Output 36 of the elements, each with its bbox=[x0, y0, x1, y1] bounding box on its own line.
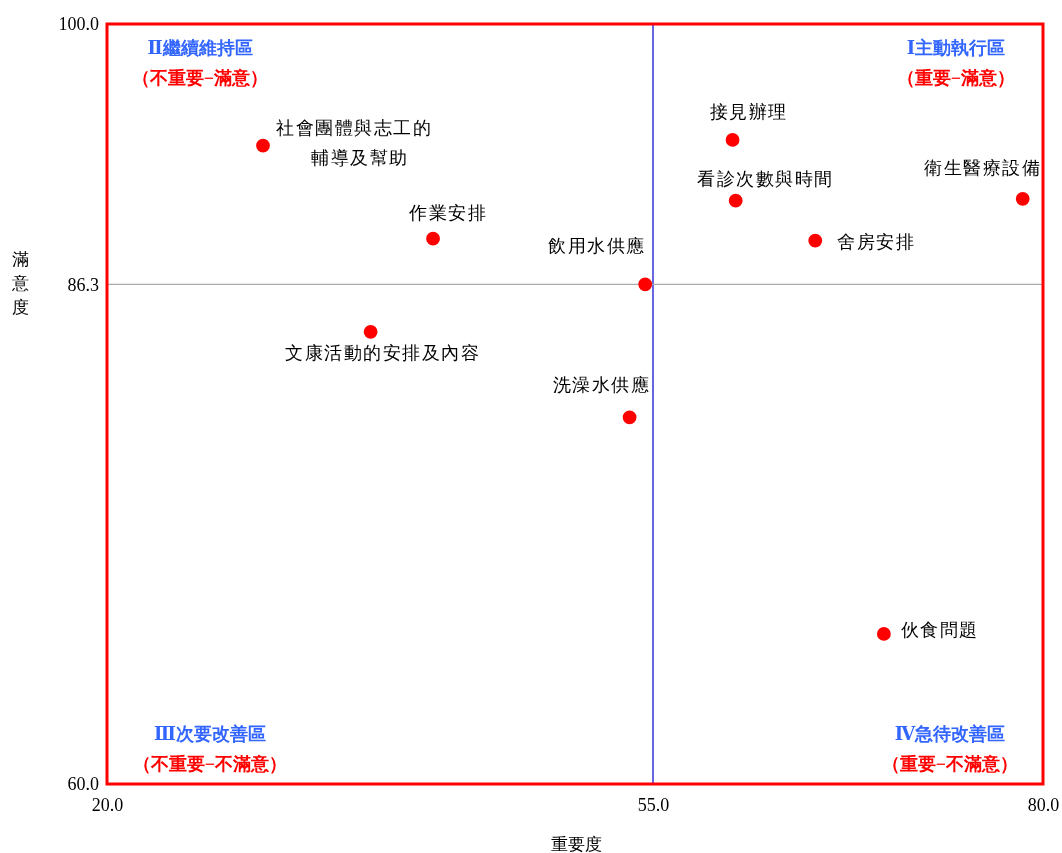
annotation: 文康活動的安排及內容 bbox=[285, 342, 481, 363]
y-tick-label: 60.0 bbox=[67, 774, 99, 795]
annotation: （不重要−滿意） bbox=[131, 68, 269, 88]
annotation: 作業安排 bbox=[408, 202, 488, 223]
annotation: 接見辦理 bbox=[709, 101, 788, 122]
y-axis-title: 滿意度 bbox=[10, 250, 29, 317]
point bbox=[876, 627, 891, 641]
point bbox=[426, 231, 440, 246]
y-tick-label: 86.3 bbox=[67, 274, 99, 295]
annotation: Ⅲ次要改善區 bbox=[154, 724, 266, 744]
annotation: 洗澡水供應 bbox=[552, 375, 651, 396]
annotation: 社會團體與志工的輔導及幫助 bbox=[276, 117, 432, 168]
point bbox=[256, 138, 270, 153]
annotation: （不重要−不滿意） bbox=[132, 754, 288, 774]
x-tick-label: 80.0 bbox=[1027, 794, 1060, 815]
annotation: （重要−不滿意） bbox=[881, 754, 1019, 774]
point bbox=[638, 277, 653, 292]
point bbox=[1015, 191, 1030, 206]
point bbox=[808, 233, 823, 248]
point bbox=[622, 410, 637, 425]
annotation: 飲用水供應 bbox=[548, 236, 646, 257]
point bbox=[363, 324, 378, 339]
annotation: （重要−滿意） bbox=[896, 68, 1016, 88]
annotation: 看診次數與時間 bbox=[697, 168, 834, 189]
annotation: Ⅰ主動執行區 bbox=[906, 38, 1006, 58]
annotation: 舍房安排 bbox=[837, 231, 916, 252]
x-tick-label: 55.0 bbox=[637, 794, 670, 815]
annotation: Ⅱ繼續維持區 bbox=[147, 38, 253, 58]
annotation: 伙食問題 bbox=[900, 619, 979, 640]
annotation: 衛生醫療設備 bbox=[924, 157, 1042, 178]
point bbox=[728, 193, 743, 208]
x-axis-title: 重要度 bbox=[550, 835, 602, 853]
x-tick-label: 20.0 bbox=[91, 794, 124, 815]
annotation: Ⅳ急待改善區 bbox=[894, 724, 1006, 744]
point bbox=[725, 133, 740, 147]
y-tick-label: 100.0 bbox=[58, 14, 99, 35]
